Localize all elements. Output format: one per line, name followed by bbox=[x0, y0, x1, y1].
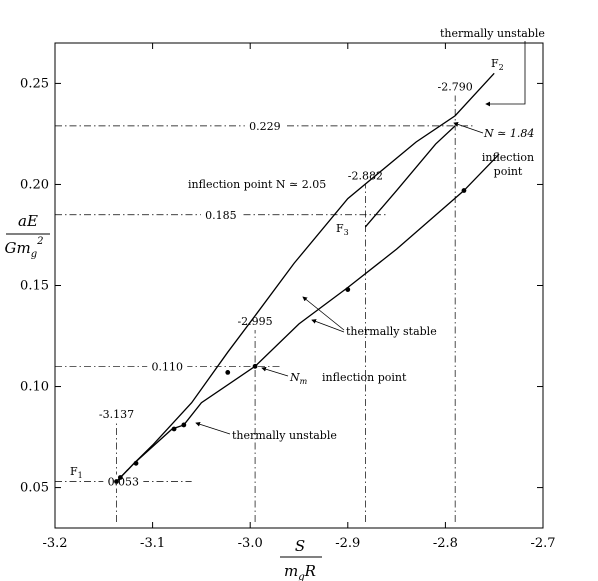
y-tick-label: 0.05 bbox=[20, 481, 49, 496]
annotation-n-184-text: N ≃ 1.84 bbox=[483, 127, 534, 140]
x-axis-title-denominator-base: m bbox=[284, 562, 298, 580]
x-tick-label: -3.2 bbox=[42, 536, 67, 551]
reference-label-y: 0.229 bbox=[249, 120, 281, 133]
point-label-f1-sub: 1 bbox=[78, 471, 83, 480]
reference-label-bg bbox=[147, 359, 188, 374]
annotation-thermally-unstable-top-text: thermally unstable bbox=[440, 27, 545, 40]
annotation-inflection-right-line1: inflection bbox=[482, 151, 534, 164]
data-markers bbox=[114, 188, 467, 484]
plot-frame bbox=[54, 42, 544, 529]
reference-label-y: 0.185 bbox=[205, 209, 237, 222]
annotation-inflection-205: inflection point N ≃ 2.05 bbox=[188, 178, 326, 191]
y-axis-title-denominator-base: Gm bbox=[5, 239, 31, 257]
y-axis-title-denominator-sub: g bbox=[31, 249, 37, 260]
x-tick-label: -2.9 bbox=[335, 536, 360, 551]
reference-label-x: -3.137 bbox=[99, 408, 134, 421]
reference-labels: -3.137 -2.995 -2.882 -2.790 0.053 0.110 0.185 0… bbox=[99, 81, 473, 489]
y-tick-label: 0.10 bbox=[20, 380, 49, 395]
data-point bbox=[461, 188, 467, 193]
annotation-inflection-right-line2: point bbox=[494, 165, 523, 178]
annotation-n-184: N ≃ 1.84 bbox=[453, 122, 534, 140]
x-tick-label: -2.8 bbox=[433, 536, 458, 551]
data-point bbox=[133, 460, 139, 466]
annotation-thermally-unstable-top: thermally unstable bbox=[440, 27, 545, 107]
reference-label-y: 0.053 bbox=[108, 476, 140, 489]
point-label-f2-sub: 2 bbox=[499, 63, 504, 72]
annotation-thermally-unstable-bottom: thermally unstable bbox=[195, 421, 337, 442]
annotation-inflection-mid-text: inflection point bbox=[322, 371, 407, 384]
y-axis-title-denominator-sup: 2 bbox=[36, 236, 43, 247]
annotation-nm: Nm inflection point bbox=[261, 366, 407, 386]
series-line-upper-branch bbox=[116, 72, 495, 482]
x-tick-label: -3.1 bbox=[140, 536, 165, 551]
series-line-f3-branch bbox=[364, 125, 456, 228]
x-axis-title-numerator: S bbox=[295, 537, 305, 555]
x-tick-label: -2.7 bbox=[530, 536, 555, 551]
y-tick-label: 0.25 bbox=[20, 76, 49, 91]
reference-label-x: -2.790 bbox=[438, 81, 473, 94]
annotation-nm-text: Nm bbox=[289, 371, 308, 386]
data-point bbox=[345, 287, 351, 292]
x-axis-title-denominator-sub: g bbox=[298, 572, 304, 581]
data-point bbox=[171, 426, 177, 432]
x-tick-label: -3.0 bbox=[238, 536, 263, 551]
y-tick-label: 0.15 bbox=[20, 279, 49, 294]
reference-label-bg bbox=[103, 474, 144, 489]
data-point bbox=[225, 369, 231, 375]
annotation-nm-sub: m bbox=[300, 377, 308, 386]
reference-label-x: -2.995 bbox=[237, 315, 272, 328]
x-axis-title-denominator: mgR bbox=[284, 562, 316, 581]
data-point bbox=[181, 422, 187, 428]
reference-label-y: 0.110 bbox=[151, 360, 183, 373]
series-lines bbox=[116, 72, 500, 482]
reference-label-bg bbox=[200, 207, 241, 222]
annotation-thermally-stable: thermally stable bbox=[302, 296, 437, 338]
point-label-f3: F3 bbox=[336, 222, 349, 237]
point-label-f3-sub: 3 bbox=[344, 228, 349, 237]
point-label-f1-text: F bbox=[70, 465, 78, 478]
point-label-f2-text: F bbox=[491, 57, 499, 70]
reference-lines bbox=[55, 95, 475, 522]
annotation-inflection-point-right: inflection point bbox=[482, 151, 534, 178]
y-axis-title-numerator: aE bbox=[18, 212, 38, 230]
data-point bbox=[117, 475, 123, 480]
point-label-f2: F2 bbox=[491, 57, 504, 72]
y-axis-title: aE Gmg 2 bbox=[5, 212, 50, 260]
x-axis-title-denominator-tail: R bbox=[304, 562, 316, 580]
annotation-thermally-stable-text: thermally stable bbox=[346, 325, 437, 338]
axis-tick-labels: -3.2 -3.1 -3.0 -2.9 -2.8 -2.7 0.05 0.10 0.15 0.20… bbox=[20, 76, 555, 551]
reference-label-bg bbox=[244, 118, 285, 133]
y-tick-label: 0.20 bbox=[20, 177, 49, 192]
axis-ticks bbox=[54, 43, 544, 528]
data-point bbox=[114, 479, 119, 484]
annotation-thermally-unstable-bottom-text: thermally unstable bbox=[232, 429, 337, 442]
annotation-inflection-205-text: inflection point N ≃ 2.05 bbox=[188, 178, 326, 191]
point-label-f3-text: F bbox=[336, 222, 344, 235]
y-axis-title-denominator: Gmg 2 bbox=[5, 236, 44, 260]
data-point bbox=[252, 363, 258, 369]
x-axis-title: S mgR bbox=[280, 537, 322, 581]
annotation-nm-base: N bbox=[289, 371, 300, 384]
reference-label-x: -2.882 bbox=[348, 169, 383, 182]
point-label-f1: F1 bbox=[70, 465, 83, 480]
